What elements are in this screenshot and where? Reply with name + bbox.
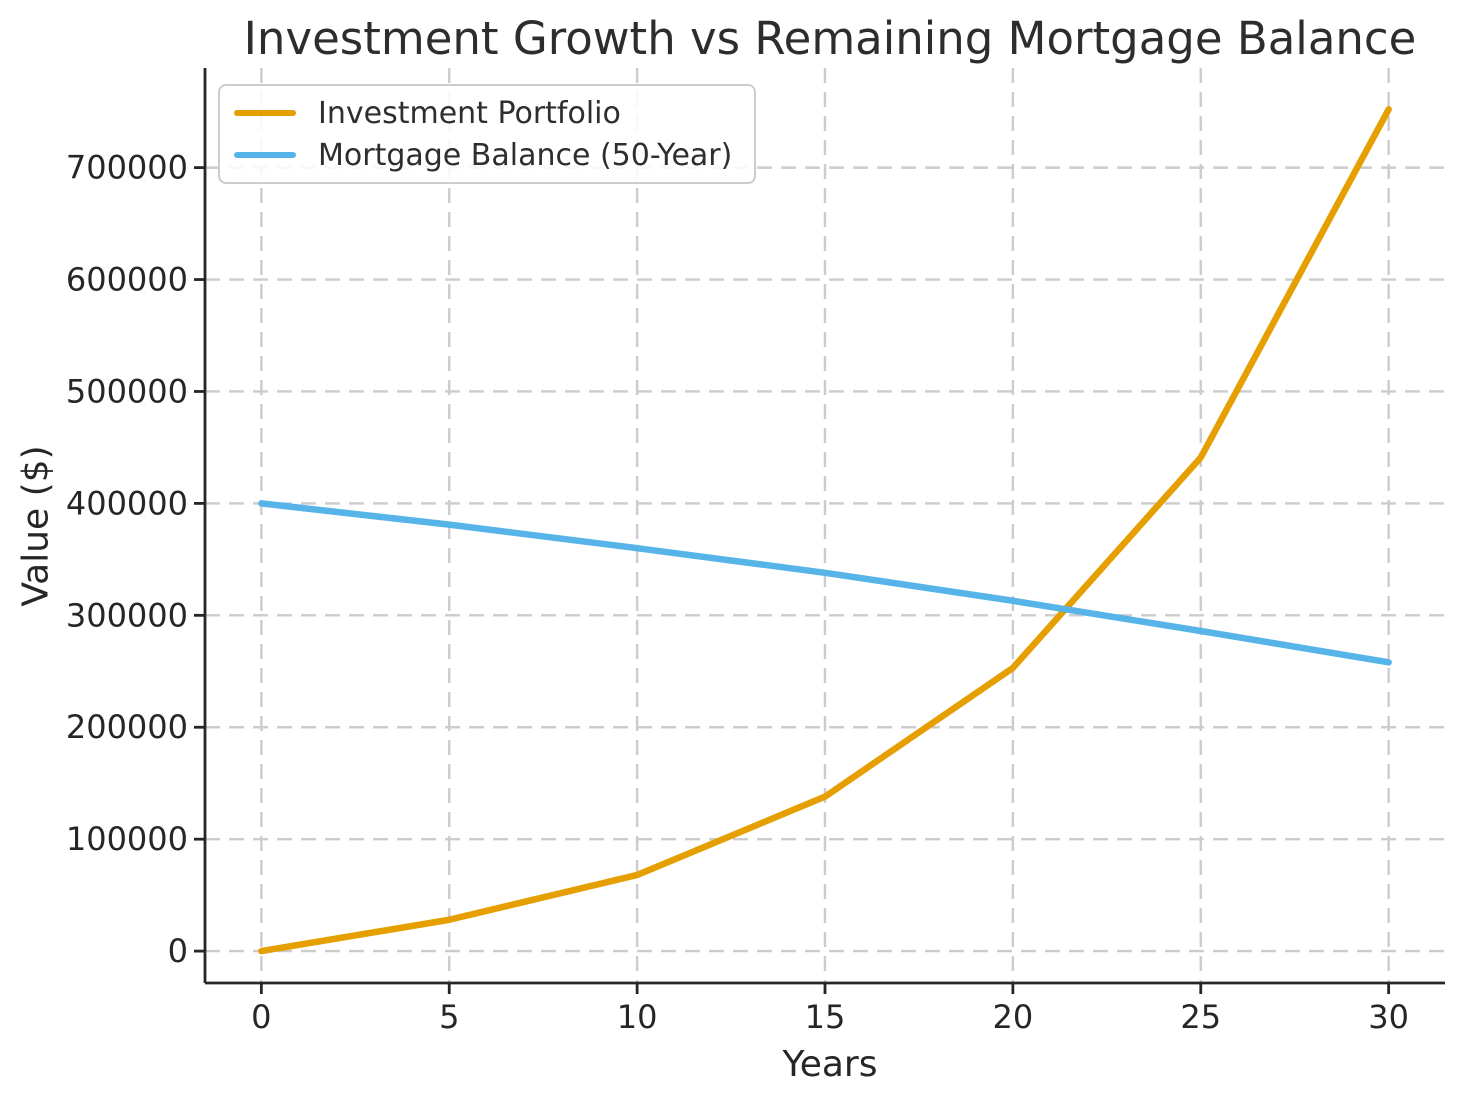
y-tick-label: 0 xyxy=(168,932,188,970)
y-tick-label: 100000 xyxy=(66,820,188,858)
x-tick-label: 0 xyxy=(251,998,271,1036)
y-tick-label: 600000 xyxy=(66,261,188,299)
x-tick-label: 10 xyxy=(617,998,658,1036)
y-tick-label: 300000 xyxy=(66,596,188,634)
x-axis-label: Years xyxy=(782,1044,878,1085)
legend-label-mortgage-balance: Mortgage Balance (50-Year) xyxy=(318,137,733,173)
legend-item-investment-portfolio: Investment Portfolio xyxy=(234,95,732,131)
y-tick-label: 200000 xyxy=(66,708,188,746)
x-tick-label: 15 xyxy=(805,998,846,1036)
x-tick-label: 30 xyxy=(1368,998,1409,1036)
chart-title: Investment Growth vs Remaining Mortgage … xyxy=(243,12,1417,65)
y-tick-label: 400000 xyxy=(66,484,188,522)
y-tick-label: 500000 xyxy=(66,372,188,410)
legend-swatch-investment-portfolio xyxy=(234,109,296,117)
legend: Investment Portfolio Mortgage Balance (5… xyxy=(218,84,757,184)
legend-item-mortgage-balance: Mortgage Balance (50-Year) xyxy=(234,137,732,173)
x-tick-label: 5 xyxy=(439,998,459,1036)
y-tick-label: 700000 xyxy=(66,149,188,187)
legend-label-investment-portfolio: Investment Portfolio xyxy=(318,95,621,131)
x-tick-label: 25 xyxy=(1180,998,1221,1036)
x-tick-label: 20 xyxy=(993,998,1034,1036)
series-line-investment-portfolio xyxy=(258,106,1392,955)
series-line-mortgage-balance-50-year xyxy=(258,500,1392,666)
legend-swatch-mortgage-balance xyxy=(234,151,296,159)
y-axis-label: Value ($) xyxy=(15,445,57,607)
